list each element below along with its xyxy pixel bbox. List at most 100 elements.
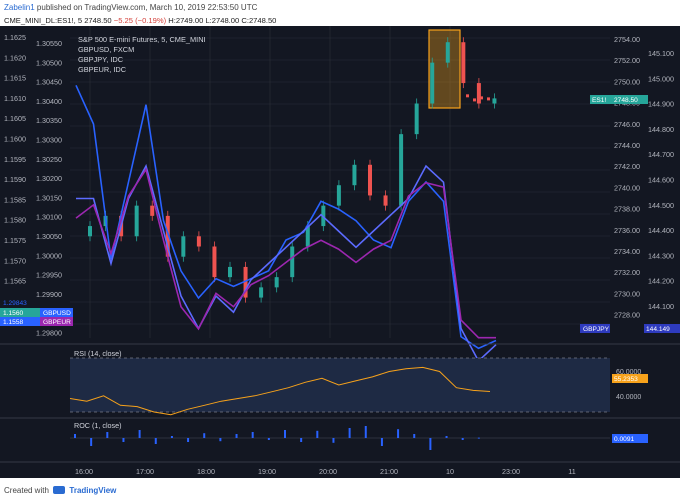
publish-line: Zabelin1 published on TradingView.com, M… xyxy=(4,3,257,12)
gbpeur-line xyxy=(75,167,496,339)
footer: Created with TradingView xyxy=(0,478,680,500)
legend-gbpjpy: GBPJPY, IDC xyxy=(78,55,124,64)
axis-tick-label: 1.30400 xyxy=(36,97,62,106)
gbpeur-axis-value: 1.1560 xyxy=(3,310,24,317)
axis-tick-label: 1.30200 xyxy=(36,174,62,183)
tradingview-brand[interactable]: TradingView xyxy=(69,486,117,495)
axis-tick-label: 1.1600 xyxy=(4,135,26,144)
candle-body xyxy=(445,42,450,63)
created-with: Created with TradingView xyxy=(4,486,116,495)
axis-tick-label: 144.300 xyxy=(648,251,674,260)
author-link[interactable]: Zabelin1 xyxy=(4,3,35,12)
axis-tick-label: 144.100 xyxy=(648,302,674,311)
es-value: 2748.50 xyxy=(614,97,638,104)
es-name: ES1! xyxy=(592,97,606,104)
axis-tick-label: 1.1615 xyxy=(4,74,26,83)
candle-body xyxy=(414,103,419,135)
gbpjpy-value: 144.149 xyxy=(646,326,670,333)
axis-tick-label: 1.1595 xyxy=(4,155,26,164)
candle-body xyxy=(228,266,232,278)
axis-tick-label: 144.500 xyxy=(648,201,674,210)
roc-bar xyxy=(235,434,238,438)
candle-body xyxy=(480,96,483,100)
axis-tick-label: 2734.00 xyxy=(614,247,640,256)
roc-bar xyxy=(332,438,335,443)
axis-tick-label: 2752.00 xyxy=(614,56,640,65)
axis-tick-label: 144.400 xyxy=(648,226,674,235)
axis-tick-label: 1.30050 xyxy=(36,232,62,241)
candle-body xyxy=(165,215,170,257)
published-text: published on TradingView.com, March 10, … xyxy=(36,3,258,12)
gbpjpy-name-badge xyxy=(580,324,610,333)
axis-tick-label: 2742.00 xyxy=(614,162,640,171)
ohlc-close: C:2748.50 xyxy=(241,16,277,25)
rsi-value-badge xyxy=(612,374,648,383)
gbpeur-name: GBPEUR xyxy=(43,319,71,326)
gbpeur-axis-badge xyxy=(0,308,40,317)
gbpusd-value: 1.29843 xyxy=(3,300,27,307)
candle-body xyxy=(383,195,388,206)
axis-tick-label: 1.29900 xyxy=(36,290,62,299)
candle-body xyxy=(399,134,404,206)
roc-bar xyxy=(477,437,480,439)
candle-body xyxy=(476,83,481,104)
rsi-value: 55.2353 xyxy=(614,376,638,383)
roc-bar xyxy=(267,438,270,440)
axis-tick-label: 2730.00 xyxy=(614,289,640,298)
axis-tick-label: 2744.00 xyxy=(614,141,640,150)
roc-bar xyxy=(429,438,432,450)
time-tick-label: 20:00 xyxy=(319,467,337,476)
left-axis-gbpusd: 1.30550 1.30500 1.30450 1.30400 1.30350 1.303… xyxy=(36,39,62,338)
axis-tick-label: 1.1610 xyxy=(4,94,26,103)
chart-svg[interactable]: S&P 500 E-mini Futures, 5, CME_MINI GBPU… xyxy=(0,26,680,478)
axis-tick-label: 144.800 xyxy=(648,125,674,134)
symbol-line: CME_MINI_DL:ES1!, 5 2748.50 −5.25 (−0.19… xyxy=(4,16,276,25)
axis-tick-label: 2750.00 xyxy=(614,77,640,86)
axis-tick-label: 1.30100 xyxy=(36,213,62,222)
axis-tick-label: 144.600 xyxy=(648,176,674,185)
ohlc-low: L:2748.00 xyxy=(205,16,240,25)
axis-tick-label: 1.29950 xyxy=(36,271,62,280)
axis-tick-label: 1.30000 xyxy=(36,251,62,260)
axis-tick-label: 1.1585 xyxy=(4,195,26,204)
gbpjpy-value-badge xyxy=(644,324,680,333)
roc-bar xyxy=(300,438,303,442)
gbpeur-name-badge xyxy=(40,317,73,326)
axis-tick-label: 2740.00 xyxy=(614,183,640,192)
legend-gbpusd: GBPUSD, FXCM xyxy=(78,45,134,54)
gbpjpy-name: GBPJPY xyxy=(583,326,610,333)
candle-body xyxy=(430,62,435,104)
price-change: −5.25 (−0.19%) xyxy=(113,16,167,25)
left-axis-gbpeur: 1.1625 1.1620 1.1615 1.1610 1.1605 1.1600 1.15… xyxy=(4,33,26,326)
candle-body xyxy=(259,287,264,298)
axis-tick-label: 144.200 xyxy=(648,277,674,286)
roc-value-badge xyxy=(612,434,648,443)
legend-es: S&P 500 E-mini Futures, 5, CME_MINI xyxy=(78,35,206,44)
candle-body xyxy=(196,236,201,247)
axis-tick-label: 1.1580 xyxy=(4,216,26,225)
roc-bars xyxy=(74,426,480,450)
roc-bar xyxy=(397,429,400,438)
candle-body xyxy=(88,226,92,237)
es-name-badge xyxy=(590,95,612,104)
gbpusd-name: GBPUSD xyxy=(43,310,71,317)
axis-tick-label: 2728.00 xyxy=(614,311,640,320)
time-tick-label: 19:00 xyxy=(258,467,276,476)
roc-bar xyxy=(364,426,367,438)
gbpusd-value-badge xyxy=(0,298,40,307)
chart-area[interactable]: S&P 500 E-mini Futures, 5, CME_MINI GBPU… xyxy=(0,26,680,478)
axis-tick-label: 1.30250 xyxy=(36,155,62,164)
rsi-tick-low: 40.0000 xyxy=(616,394,641,401)
axis-tick-label: 1.30350 xyxy=(36,116,62,125)
roc-bar xyxy=(445,436,448,438)
time-tick-label: 23:00 xyxy=(502,467,520,476)
axis-tick-label: 1.30500 xyxy=(36,58,62,67)
axis-tick-label: 2732.00 xyxy=(614,268,640,277)
axis-tick-label: 2736.00 xyxy=(614,226,640,235)
axis-tick-label: 144.900 xyxy=(648,100,674,109)
created-with-text: Created with xyxy=(4,486,49,495)
candle-body xyxy=(290,246,295,278)
candle-body xyxy=(181,236,186,257)
legend-gbpeur: GBPEUR, IDC xyxy=(78,65,127,74)
candle-body xyxy=(461,42,466,84)
